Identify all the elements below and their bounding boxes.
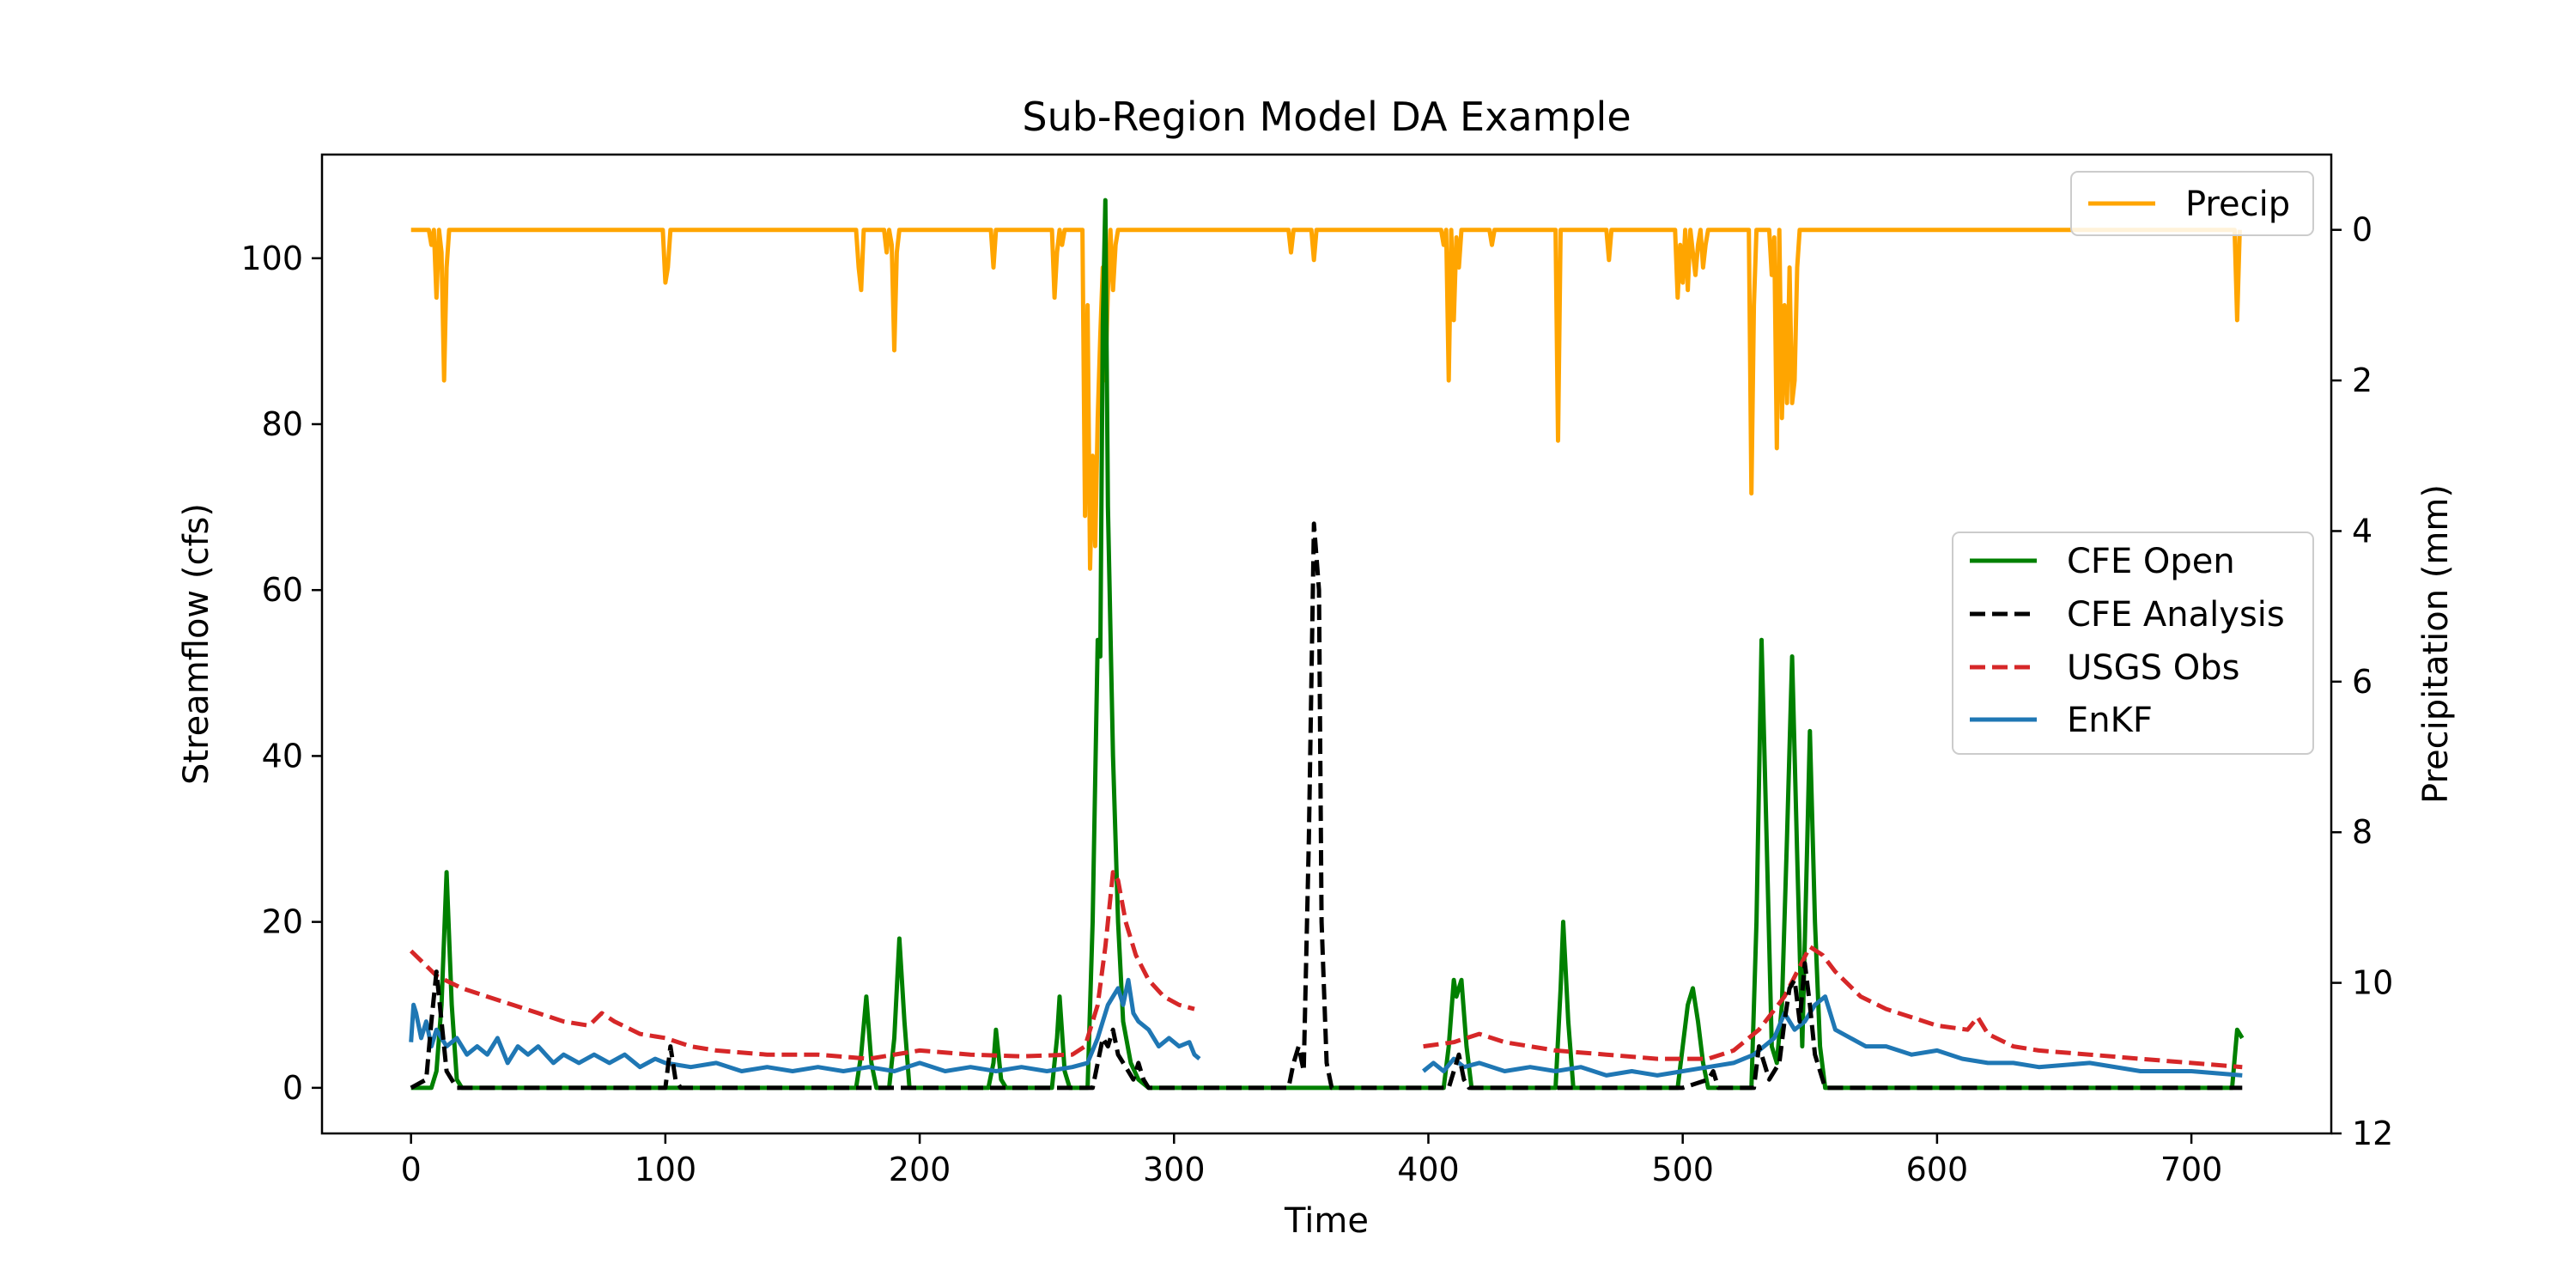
series-precip-line: [410, 228, 2242, 571]
series-cfe-analysis-line: [410, 521, 2243, 1091]
y-right-tick-label: 2: [2352, 361, 2372, 399]
y-tick-label: 40: [262, 737, 303, 775]
series-enkf-segment-1: [409, 977, 1201, 1073]
legend-precip-box: [2070, 171, 2314, 236]
y-right-tick-label: 8: [2352, 813, 2372, 851]
legend-streamflow: CFE Open CFE Analysis USGS Obs EnKF: [1952, 532, 2314, 755]
x-tick-label: 600: [1906, 1151, 1969, 1188]
series-usgs-obs-segment-2: [1423, 945, 2243, 1070]
y-axis-label-right: Precipitation (mm): [2416, 484, 2456, 804]
y-right-tick-label: 6: [2352, 663, 2372, 701]
x-tick-label: 300: [1143, 1151, 1206, 1188]
y-right-tick-label: 10: [2352, 964, 2393, 1002]
y-right-tick-label: 0: [2352, 211, 2372, 249]
x-tick-label: 0: [401, 1151, 422, 1188]
y-axis-label: Streamflow (cfs): [177, 503, 216, 785]
chart-title: Sub-Region Model DA Example: [1022, 94, 1631, 140]
x-axis-label: Time: [1284, 1201, 1369, 1241]
y-tick-label: 80: [262, 405, 303, 443]
y-right-tick-label: 4: [2352, 512, 2372, 550]
x-tick-label: 400: [1397, 1151, 1460, 1188]
legend-cfe-analysis-label: CFE Analysis: [2067, 595, 2285, 635]
legend-cfe-open-label: CFE Open: [2067, 542, 2235, 581]
legend-precip-label: Precip: [2185, 185, 2290, 224]
legend-precip: Precip: [2070, 171, 2314, 236]
legend-enkf-label: EnKF: [2067, 701, 2153, 740]
x-tick-label: 500: [1651, 1151, 1714, 1188]
legend-usgs-obs-label: USGS Obs: [2067, 648, 2239, 688]
legend-streamflow-box: [1952, 532, 2314, 755]
series-usgs-obs-segment-1: [409, 870, 1195, 1061]
y-tick-label: 100: [240, 240, 303, 277]
x-tick-label: 200: [889, 1151, 951, 1188]
series-enkf-segment-2: [1422, 994, 2243, 1078]
series-cfe-open-line: [410, 197, 2245, 1091]
plot-frame: [320, 153, 2333, 1135]
y-right-tick-label: 12: [2352, 1115, 2393, 1152]
x-tick-label: 100: [635, 1151, 697, 1188]
y-tick-label: 0: [283, 1069, 303, 1107]
y-tick-label: 60: [262, 571, 303, 609]
y-tick-label: 20: [262, 903, 303, 941]
x-tick-label: 700: [2160, 1151, 2223, 1188]
